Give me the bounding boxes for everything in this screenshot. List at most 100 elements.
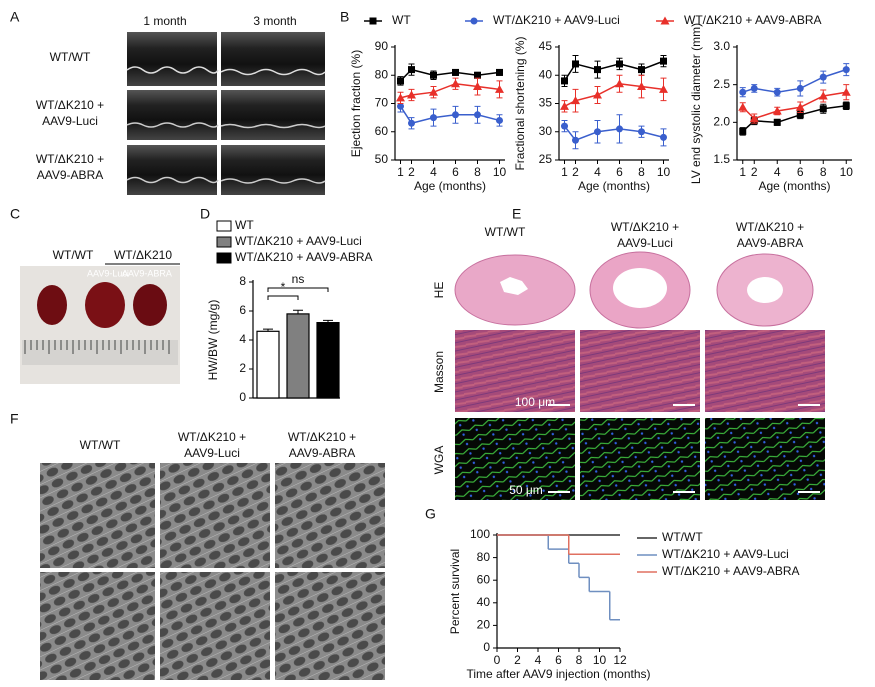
row-label: WT/ΔK210 +: [36, 98, 104, 112]
panel-label: E: [512, 206, 521, 222]
column-header: 3 month: [253, 14, 296, 28]
legend-swatch: [216, 220, 232, 232]
column-header: AAV9-Luci: [184, 446, 240, 460]
x-tick-label: 4: [774, 165, 781, 179]
echo-trace: [126, 66, 326, 76]
marker: [407, 90, 416, 99]
row-label: HE: [432, 282, 446, 299]
marker: [572, 136, 579, 144]
row-label: AAV9-ABRA: [37, 168, 103, 182]
x-tick-label: 10: [657, 165, 671, 179]
y-tick-label: 40: [539, 67, 553, 81]
row-label: WT/ΔK210 +: [36, 152, 104, 166]
x-tick-label: 2: [408, 165, 415, 179]
row-label: Masson: [432, 351, 446, 393]
row-label: AAV9-Luci: [42, 114, 98, 128]
row-label: WGA: [432, 446, 446, 475]
column-header: WT/ΔK210 +: [736, 220, 804, 234]
y-tick-label: 20: [477, 618, 491, 632]
y-tick-label: 3.0: [713, 39, 730, 53]
marker: [739, 127, 747, 135]
legend-label: WT/ΔK210 + AAV9-Luci: [662, 547, 789, 561]
marker: [594, 66, 601, 74]
y-tick-label: 60: [477, 572, 491, 586]
legend-label: WT/ΔK210 + AAV9-ABRA: [662, 564, 800, 578]
marker: [819, 105, 827, 113]
wga-image: [580, 418, 700, 500]
x-tick-label: 10: [840, 165, 854, 179]
marker: [773, 88, 781, 96]
marker: [474, 71, 481, 79]
y-tick-label: 4: [239, 332, 246, 346]
marker: [496, 68, 503, 76]
marker: [772, 106, 782, 115]
he-lumen: [613, 268, 667, 308]
x-tick-label: 10: [493, 165, 507, 179]
marker: [474, 111, 481, 119]
y-tick-label: 50: [375, 152, 389, 166]
panel-label: G: [425, 506, 436, 522]
legend-marker: [660, 16, 670, 25]
row-label: WT/WT: [50, 50, 91, 64]
series-line: [563, 125, 664, 142]
group-label: WT/WT: [53, 248, 94, 262]
image-label: AAV9-ABRA: [122, 268, 172, 278]
x-tick-label: 0: [494, 653, 501, 667]
y-tick-label: 0: [239, 390, 246, 404]
series-line: [742, 105, 847, 132]
marker: [616, 60, 623, 68]
legend-label: WT/WT: [662, 530, 703, 544]
y-tick-label: 2.0: [713, 115, 730, 129]
legend-label: WT/ΔK210 + AAV9-Luci: [235, 234, 362, 248]
legend-label: WT/ΔK210 + AAV9-ABRA: [235, 250, 373, 264]
y-tick-label: 40: [477, 595, 491, 609]
em-image: [40, 572, 155, 680]
x-tick-label: 6: [452, 165, 459, 179]
y-axis-label: Percent survival: [448, 549, 462, 634]
marker: [738, 102, 748, 111]
marker: [396, 93, 405, 102]
marker: [638, 128, 645, 136]
panel-label: D: [200, 206, 210, 222]
marker: [408, 119, 415, 127]
em-image: [275, 463, 385, 568]
marker: [842, 66, 850, 74]
column-header: AAV9-Luci: [617, 236, 673, 250]
y-tick-label: 6: [239, 303, 246, 317]
marker: [561, 77, 568, 85]
x-tick-label: 10: [593, 653, 607, 667]
y-tick-label: 30: [539, 124, 553, 138]
marker: [430, 114, 437, 122]
x-tick-label: 2: [751, 165, 758, 179]
x-tick-label: 6: [555, 653, 562, 667]
panel-label: B: [340, 9, 349, 25]
legend-swatch: [216, 252, 232, 264]
y-tick-label: 100: [470, 527, 490, 541]
marker: [750, 84, 758, 92]
x-tick-label: 4: [535, 653, 542, 667]
marker: [572, 60, 579, 68]
echo-trace: [126, 176, 326, 184]
x-tick-label: 8: [638, 165, 645, 179]
x-axis-label: Time after AAV9 injection (months): [466, 667, 650, 681]
marker: [796, 84, 804, 92]
x-tick-label: 4: [430, 165, 437, 179]
marker: [637, 82, 646, 91]
column-header: AAV9-ABRA: [737, 236, 803, 250]
series-line: [563, 60, 664, 82]
bar: [316, 322, 340, 399]
echo-images: [126, 32, 326, 195]
marker: [739, 88, 747, 96]
scale-bar: [548, 404, 820, 493]
bar: [286, 313, 310, 399]
echo-image: [127, 90, 217, 140]
panel-label: C: [10, 206, 20, 222]
series-line: [742, 68, 847, 93]
marker: [616, 125, 623, 133]
marker: [473, 82, 482, 91]
y-tick-label: 70: [375, 96, 389, 110]
marker: [397, 77, 404, 85]
echo-image: [127, 145, 217, 195]
marker: [818, 91, 828, 100]
